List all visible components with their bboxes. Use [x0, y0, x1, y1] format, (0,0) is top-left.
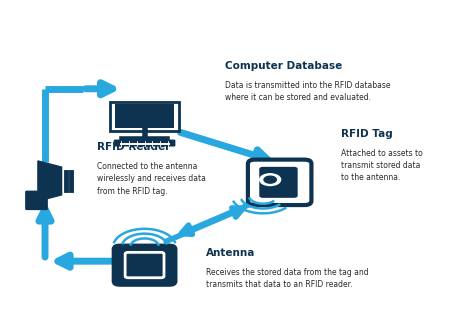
- Text: RFID Reader: RFID Reader: [97, 142, 171, 152]
- Text: Data is transmitted into the RFID database
where it can be stored and evaluated.: Data is transmitted into the RFID databa…: [225, 81, 391, 102]
- Text: Attached to assets to
transmit stored data
to the antenna.: Attached to assets to transmit stored da…: [341, 149, 423, 182]
- FancyBboxPatch shape: [259, 167, 298, 198]
- Text: Connected to the antenna
wirelessly and receives data
from the RFID tag.: Connected to the antenna wirelessly and …: [97, 162, 206, 196]
- FancyBboxPatch shape: [125, 252, 164, 278]
- Circle shape: [260, 174, 281, 186]
- FancyBboxPatch shape: [114, 246, 175, 285]
- Polygon shape: [38, 161, 62, 201]
- FancyBboxPatch shape: [248, 160, 311, 205]
- Circle shape: [264, 176, 276, 183]
- Text: Antenna: Antenna: [206, 248, 255, 258]
- Bar: [115, 104, 174, 128]
- FancyBboxPatch shape: [110, 102, 179, 131]
- Text: RFID Tag: RFID Tag: [341, 129, 393, 139]
- Text: Basic RFID System: Basic RFID System: [113, 16, 361, 40]
- FancyBboxPatch shape: [25, 191, 48, 210]
- Text: Receives the stored data from the tag and
transmits that data to an RFID reader.: Receives the stored data from the tag an…: [206, 268, 369, 289]
- Text: Computer Database: Computer Database: [225, 61, 342, 71]
- FancyBboxPatch shape: [114, 140, 175, 146]
